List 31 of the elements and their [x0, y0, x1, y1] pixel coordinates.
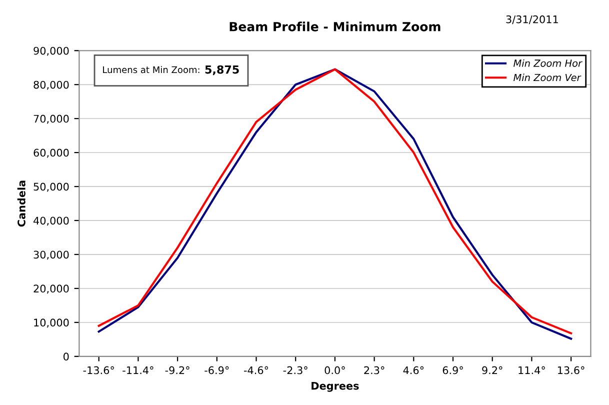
x-tick-label: -9.2° [165, 366, 190, 374]
text: 3/31/2011 [506, 15, 558, 24]
y-tick-label: 90,000 [34, 46, 69, 56]
x-tick-label: 6.9° [442, 366, 463, 374]
x-tick-label: -6.9° [204, 366, 229, 374]
y-axis-title: Candela [17, 180, 26, 227]
x-tick-label: 9.2° [482, 366, 502, 374]
x-tick-label: -4.6° [244, 366, 268, 374]
y-tick-label: 60,000 [34, 148, 69, 158]
x-tick-label: -13.6° [83, 366, 114, 374]
y-tick-label: 40,000 [34, 216, 69, 226]
x-tick-label: 2.3° [364, 366, 384, 374]
y-tick-label: 50,000 [34, 182, 69, 192]
y-tick-label: 0 [64, 352, 69, 361]
x-axis-title: Degrees [312, 382, 359, 392]
y-tick-label: 80,000 [34, 80, 69, 90]
x-tick-label: 13.6° [558, 366, 584, 374]
x-tick-label: -2.3° [283, 366, 308, 374]
legend-label: Min Zoom Ver [514, 74, 582, 82]
annotation: Lumens at Min Zoom: [103, 66, 200, 74]
annotation: 5,875 [205, 65, 239, 76]
x-tick-label: -11.4° [122, 366, 154, 374]
chart-title: Beam Profile - Minimum Zoom [230, 22, 440, 32]
legend-label: Min Zoom Hor [514, 59, 582, 67]
y-tick-label: 30,000 [34, 250, 69, 260]
y-tick-label: 20,000 [34, 284, 69, 294]
x-tick-label: 4.6° [403, 366, 424, 374]
y-tick-label: 10,000 [34, 318, 69, 328]
x-tick-label: 11.4° [518, 366, 545, 374]
x-tick-label: 0.0° [324, 366, 345, 374]
y-tick-label: 70,000 [34, 114, 69, 124]
